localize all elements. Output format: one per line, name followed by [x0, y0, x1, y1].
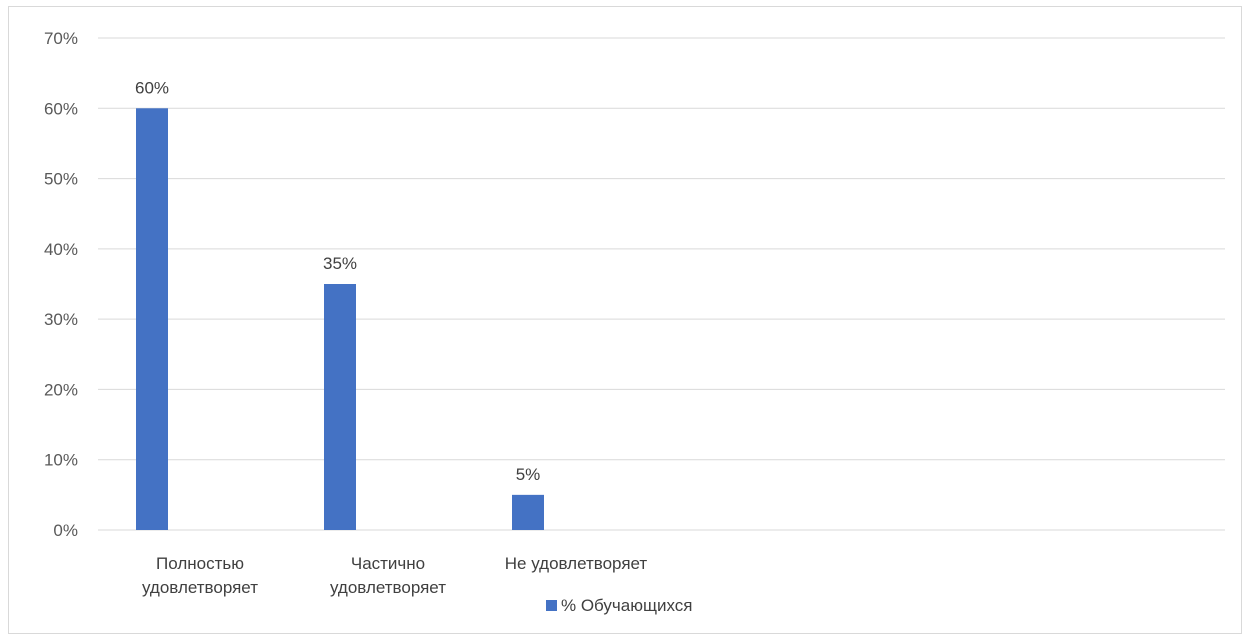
y-tick-label: 20% [44, 380, 78, 399]
y-tick-label: 30% [44, 310, 78, 329]
y-tick-label: 40% [44, 240, 78, 259]
y-tick-label: 10% [44, 451, 78, 470]
chart-frame [8, 6, 1242, 634]
x-category-label: Частично [351, 554, 425, 573]
y-tick-label: 50% [44, 170, 78, 189]
y-tick-label: 0% [53, 521, 78, 540]
data-label: 60% [135, 78, 169, 97]
y-tick-label: 70% [44, 29, 78, 48]
y-tick-label: 60% [44, 99, 78, 118]
bar [324, 284, 356, 530]
legend-swatch [546, 600, 557, 611]
bar [512, 494, 544, 530]
x-category-label: Полностью [156, 554, 244, 573]
x-category-label: Не удовлетворяет [505, 554, 648, 573]
x-category-label: удовлетворяет [330, 578, 446, 597]
x-category-label: удовлетворяет [142, 578, 258, 597]
data-label: 5% [516, 465, 541, 484]
data-label: 35% [323, 254, 357, 273]
legend-label: % Обучающихся [561, 596, 692, 615]
bar [136, 108, 168, 531]
